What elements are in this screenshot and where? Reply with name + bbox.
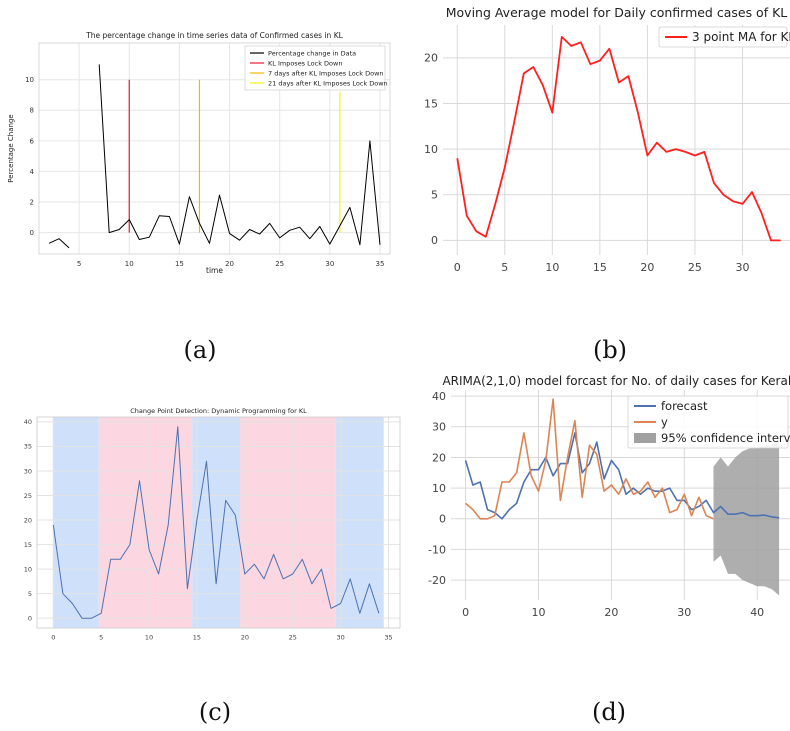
y-tick-label: 0 (30, 229, 34, 237)
x-tick-label: 35 (384, 634, 392, 642)
y-tick-label: 10 (24, 565, 32, 573)
y-tick-label: 0 (28, 614, 32, 622)
chart-c: 0 5 10 15 20 25 30 35 0 5 10 15 20 25 30 35 40 Change Poi… (24, 407, 401, 642)
y-tick-label: 40 (432, 390, 446, 403)
legend-box (658, 26, 788, 48)
x-tick-label: 25 (289, 634, 297, 642)
plot-frame (38, 42, 391, 255)
y-tick-label: 8 (30, 107, 34, 115)
legend-label-0: forecast (661, 399, 708, 413)
legend-label-1: KL Imposes Lock Down (268, 59, 342, 67)
confidence-interval-band (713, 439, 780, 596)
x-tick-label: 20 (604, 606, 618, 619)
region-2 (192, 417, 241, 628)
y-tick-label: 6 (30, 137, 35, 145)
chart-title: ARIMA(2,1,0) model forcast for No. of da… (442, 374, 790, 388)
x-tick-label: 25 (275, 260, 284, 268)
series-1-line (465, 398, 714, 520)
caption-d: (d) (592, 698, 626, 726)
x-tick-label: 15 (193, 634, 201, 642)
chart-title: Moving Average model for Daily confirmed… (446, 5, 788, 20)
caption-c: (c) (199, 698, 231, 726)
legend-label-0: Percentage change in Data (268, 49, 356, 57)
y-tick-label: 20 (424, 52, 438, 65)
region-0 (53, 417, 99, 628)
series-0-line (464, 432, 780, 520)
y-tick-label: 10 (25, 76, 34, 84)
legend-swatch-2 (634, 433, 656, 443)
plot-area (443, 25, 790, 255)
y-tick-label: 30 (24, 467, 32, 475)
y-tick-label: 35 (24, 443, 32, 451)
x-tick-label: 30 (735, 261, 749, 274)
y-tick-label: -10 (428, 543, 446, 556)
x-tick-label: 25 (688, 261, 702, 274)
y-tick-label: 2 (30, 198, 34, 206)
legend-label-0: 3 point MA for KL (692, 30, 790, 44)
x-tick-label: 20 (241, 634, 249, 642)
legend-box (244, 45, 386, 91)
x-tick-label: 0 (462, 606, 469, 619)
plot-frame (36, 416, 401, 629)
x-tick-label: 30 (677, 606, 691, 619)
y-tick-label: 4 (30, 168, 35, 176)
chart-a: 5 10 15 20 25 30 35 0 2 4 6 8 10 The percentage chang… (7, 31, 391, 275)
legend-box (627, 395, 789, 449)
x-tick-label: 15 (593, 261, 607, 274)
series-0-line (52, 426, 380, 619)
legend-label-2: 95% confidence interval (661, 431, 790, 445)
y-tick-label: 0 (431, 234, 438, 247)
y-tick-label: 10 (432, 482, 446, 495)
x-tick-label: 0 (454, 261, 461, 274)
region-3 (240, 417, 336, 628)
y-tick-label: 15 (24, 541, 32, 549)
x-tick-label: 20 (225, 260, 234, 268)
x-tick-label: 5 (77, 260, 81, 268)
series-0-segment-0 (48, 238, 70, 249)
y-tick-label: 30 (432, 421, 446, 434)
x-tick-label: 5 (99, 634, 103, 642)
x-tick-label: 30 (336, 634, 344, 642)
y-tick-label: -20 (428, 574, 446, 587)
y-tick-label: 15 (424, 97, 438, 110)
y-tick-label: 25 (24, 492, 32, 500)
legend-label-2: 7 days after KL Imposes Lock Down (268, 69, 384, 77)
series-0-line (456, 36, 781, 242)
y-tick-label: 5 (28, 590, 32, 598)
caption-b: (b) (593, 336, 627, 364)
chart-b: 0 5 10 15 20 25 30 0 5 10 15 20 Moving Average model… (424, 5, 790, 274)
series-0-segment-1 (98, 64, 381, 246)
y-tick-label: 20 (432, 451, 446, 464)
x-tick-label: 0 (51, 634, 55, 642)
y-tick-label: 10 (424, 143, 438, 156)
x-tick-label: 10 (145, 634, 153, 642)
chart-title: The percentage change in time series dat… (85, 31, 343, 40)
x-tick-label: 5 (501, 261, 508, 274)
legend-label-1: y (661, 415, 668, 429)
chart-title: Change Point Detection: Dynamic Programm… (130, 407, 307, 415)
y-axis-label: Percentage Change (7, 114, 15, 182)
x-tick-label: 35 (376, 260, 385, 268)
y-tick-label: 5 (431, 189, 438, 202)
x-tick-label: 30 (325, 260, 334, 268)
chart-d: 0 10 20 30 40 -20 -10 0 10 20 30 40 ARIMA(2,1,0) mod… (428, 374, 790, 619)
caption-a: (a) (183, 336, 216, 364)
x-tick-label: 15 (175, 260, 184, 268)
x-tick-label: 10 (531, 606, 545, 619)
x-tick-label: 40 (750, 606, 764, 619)
x-tick-label: 20 (640, 261, 654, 274)
region-4 (335, 417, 384, 628)
y-tick-label: 20 (24, 516, 32, 524)
y-tick-label: 0 (439, 513, 446, 526)
y-tick-label: 40 (24, 418, 32, 426)
x-axis-label: time (206, 266, 223, 275)
x-tick-label: 10 (125, 260, 134, 268)
legend-label-3: 21 days after KL Imposes Lock Down (268, 79, 388, 87)
x-tick-label: 10 (545, 261, 559, 274)
